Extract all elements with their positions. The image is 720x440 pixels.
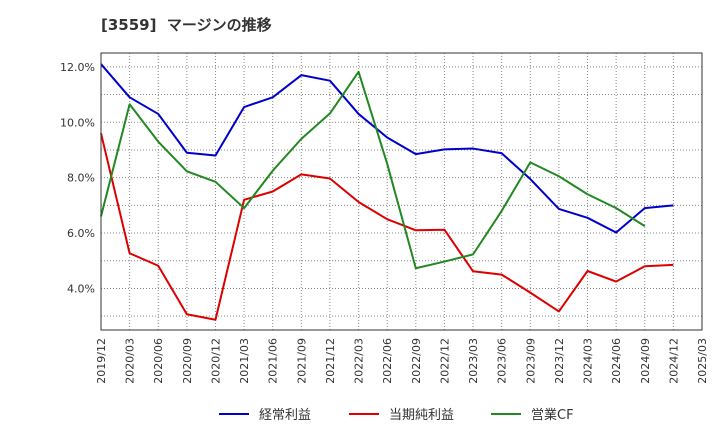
x-tick-label: 2023/12	[553, 338, 566, 384]
series-line-3	[100, 70, 646, 270]
x-tick-label: 2021/03	[238, 338, 251, 384]
x-tick-label: 2024/06	[610, 338, 623, 384]
x-tick-label: 2022/12	[438, 338, 451, 384]
x-tick-label: 2024/12	[667, 338, 680, 384]
x-tick-label: 2021/09	[295, 338, 308, 384]
series-layer	[100, 63, 674, 321]
x-tick-label: 2023/06	[496, 338, 509, 384]
legend-label-3: 営業CF	[531, 407, 574, 423]
chart-title: [3559] マージンの推移	[101, 16, 272, 34]
x-tick-label: 2022/09	[410, 338, 423, 384]
legend-label-1: 経常利益	[259, 408, 311, 423]
series-line-2	[100, 133, 674, 321]
y-tick-label: 10.0%	[60, 116, 95, 129]
x-tick-label: 2025/03	[696, 338, 709, 384]
x-tick-label: 2024/03	[582, 338, 595, 384]
grid-layer	[101, 53, 702, 330]
x-tick-label: 2020/03	[124, 338, 137, 384]
x-axis: 2019/12 2020/03 2020/06 2020/09 2020/12 2021/…	[95, 338, 709, 384]
x-tick-label: 2021/12	[324, 338, 337, 384]
plot-frame	[100, 52, 703, 331]
y-axis: 4.0% 6.0% 8.0% 10.0% 12.0%	[60, 61, 95, 296]
legend-label-2: 当期純利益	[389, 408, 454, 423]
x-tick-label: 2023/09	[524, 338, 537, 384]
x-tick-label: 2023/03	[467, 338, 480, 384]
x-tick-label: 2019/12	[95, 338, 108, 384]
legend: 経常利益 当期純利益 営業CF	[219, 407, 574, 423]
y-tick-label: 4.0%	[67, 282, 95, 295]
x-tick-label: 2020/12	[209, 338, 222, 384]
x-tick-label: 2022/06	[381, 338, 394, 384]
x-tick-label: 2020/06	[152, 338, 165, 384]
x-tick-label: 2021/06	[267, 338, 280, 384]
y-tick-label: 6.0%	[67, 227, 95, 240]
x-tick-label: 2022/03	[353, 338, 366, 384]
x-tick-label: 2020/09	[181, 338, 194, 384]
series-line-1	[100, 63, 674, 234]
y-tick-label: 12.0%	[60, 61, 95, 74]
x-tick-label: 2024/09	[639, 338, 652, 384]
y-tick-label: 8.0%	[67, 172, 95, 185]
